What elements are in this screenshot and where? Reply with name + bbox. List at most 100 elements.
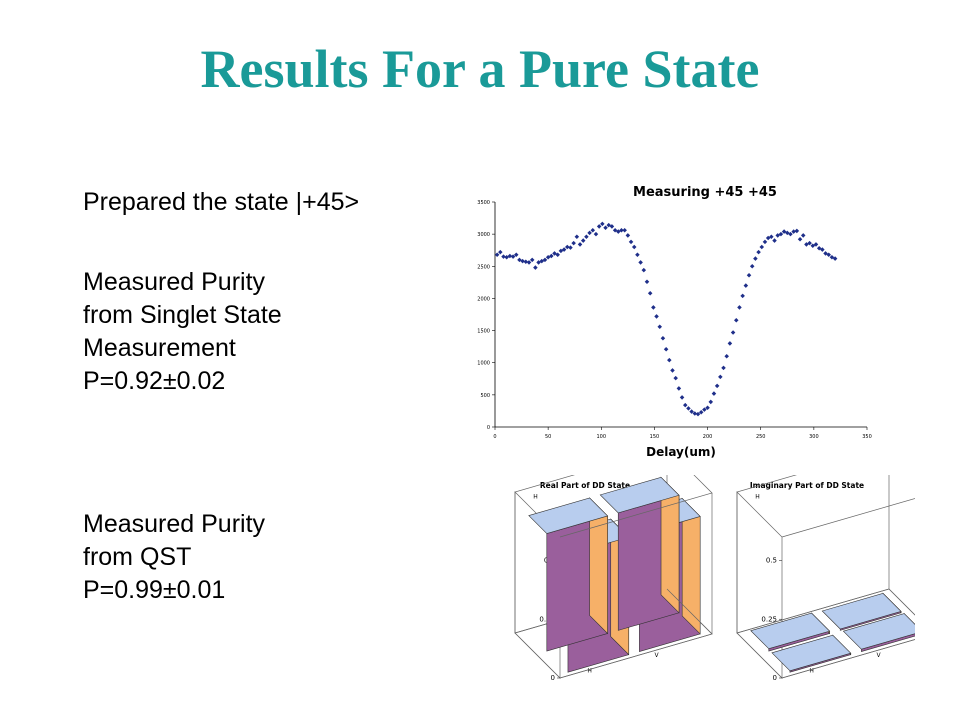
bar3d-axis-label: H bbox=[533, 493, 538, 500]
scatter-point bbox=[587, 230, 592, 236]
bar3d-axis-label: H bbox=[809, 667, 814, 674]
scatter-point bbox=[651, 305, 656, 310]
scatter-x-tick-label: 300 bbox=[809, 434, 819, 440]
singlet-line-2: from Singlet State bbox=[83, 301, 282, 329]
scatter-point bbox=[708, 399, 714, 405]
bar3d-z-tick-label: 0.25 bbox=[761, 615, 777, 623]
bar3d-bottom-edge bbox=[781, 588, 915, 679]
bar3d-bar bbox=[821, 592, 902, 631]
scatter-y-tick-label: 3000 bbox=[477, 232, 490, 238]
qst-purity-block: Measured Purity from QST P=0.99±0.01 bbox=[83, 508, 265, 607]
scatter-x-tick-label: 150 bbox=[650, 434, 660, 440]
scatter-point bbox=[526, 260, 532, 265]
bar3d-bar-top bbox=[821, 593, 902, 630]
scatter-y-tick-label: 1500 bbox=[477, 329, 490, 335]
scatter-point bbox=[584, 234, 589, 239]
scatter-point bbox=[631, 244, 637, 250]
scatter-x-tick-label: 100 bbox=[597, 434, 607, 440]
scatter-point bbox=[711, 391, 717, 396]
scatter-point bbox=[698, 409, 704, 415]
bar3d-bar bbox=[599, 476, 680, 631]
scatter-point bbox=[676, 386, 682, 391]
scatter-x-ticks: 0 50 100 150 200 250 300 350 bbox=[493, 427, 872, 440]
scatter-point bbox=[647, 291, 653, 296]
bar3d-left-wall bbox=[736, 491, 783, 679]
bar3d-z-tick-label: 0 bbox=[551, 674, 555, 682]
bar3d-bar bbox=[771, 634, 852, 673]
scatter-point bbox=[542, 257, 548, 263]
scatter-point bbox=[695, 411, 701, 417]
scatter-point bbox=[721, 365, 726, 371]
scatter-x-tick-label: 0 bbox=[493, 434, 496, 440]
delay-scatter-chart: Measuring +45 +45 0500100015002000250030… bbox=[477, 185, 872, 459]
scatter-point bbox=[574, 234, 580, 239]
scatter-title: Measuring +45 +45 bbox=[633, 185, 777, 200]
scatter-point bbox=[778, 231, 784, 237]
scatter-point bbox=[718, 374, 723, 380]
bar3d-axis-label: V bbox=[877, 652, 882, 659]
singlet-purity-block: Measured Purity from Singlet State Measu… bbox=[83, 266, 282, 398]
real-part-title: Real Part of DD State bbox=[540, 481, 630, 490]
scatter-point bbox=[679, 395, 685, 400]
scatter-point bbox=[673, 375, 678, 381]
bar3d-top-edge bbox=[781, 498, 915, 538]
scatter-point bbox=[794, 228, 800, 234]
scatter-y-ticks: 0 500 1000 1500 2000 2500 3000 3500 bbox=[477, 200, 495, 431]
scatter-point bbox=[730, 330, 736, 335]
scatter-point bbox=[638, 260, 643, 265]
scatter-point bbox=[743, 283, 749, 288]
scatter-point bbox=[635, 252, 640, 257]
singlet-purity-value: P=0.92±0.02 bbox=[83, 367, 226, 395]
bar3d-z-tick-label: 0 bbox=[773, 674, 777, 682]
scatter-x-label: Delay(um) bbox=[646, 445, 716, 459]
scatter-point bbox=[737, 305, 742, 310]
bar3d-axis-label: H bbox=[755, 493, 760, 500]
scatter-point bbox=[682, 402, 688, 408]
bar3d-floor bbox=[736, 588, 915, 679]
scatter-point bbox=[727, 341, 733, 346]
bar3d-bar-top bbox=[750, 612, 831, 650]
scatter-y-tick-label: 2000 bbox=[477, 296, 490, 302]
singlet-line-3: Measurement bbox=[83, 334, 236, 362]
bar3d-bar-front bbox=[861, 633, 915, 652]
imaginary-part-title: Imaginary Part of DD State bbox=[750, 481, 864, 490]
scatter-point bbox=[603, 225, 608, 230]
scatter-point bbox=[746, 273, 752, 278]
scatter-y-tick-label: 2500 bbox=[477, 264, 490, 270]
scatter-point bbox=[498, 249, 503, 255]
scatter-point bbox=[714, 383, 720, 389]
scatter-y-tick-label: 3500 bbox=[477, 200, 490, 206]
scatter-point bbox=[593, 231, 599, 237]
scatter-point bbox=[797, 237, 803, 242]
scatter-point bbox=[600, 221, 605, 227]
scatter-point bbox=[494, 252, 500, 257]
scatter-point bbox=[670, 368, 675, 373]
scatter-point bbox=[641, 267, 647, 273]
scatter-point bbox=[571, 240, 576, 246]
bar3d-bar-top bbox=[528, 497, 609, 534]
singlet-line-1: Measured Purity bbox=[83, 268, 266, 296]
qst-purity-value: P=0.99±0.01 bbox=[83, 576, 226, 604]
scatter-point bbox=[759, 244, 765, 250]
bar3d-bar-top bbox=[771, 634, 852, 672]
scatter-point bbox=[577, 242, 583, 247]
scatter-point bbox=[590, 228, 596, 233]
bar3d-bar bbox=[750, 612, 831, 652]
scatter-point bbox=[772, 238, 777, 243]
scatter-point bbox=[740, 293, 745, 299]
scatter-x-tick-label: 200 bbox=[703, 434, 713, 440]
scatter-point bbox=[596, 224, 602, 229]
real-part-chart: Real Part of DD State 00.250.5HVHV bbox=[514, 475, 713, 682]
scatter-point bbox=[753, 256, 758, 261]
scatter-point bbox=[513, 252, 519, 257]
bar3d-bar bbox=[842, 612, 915, 652]
bar3d-bar-top bbox=[599, 476, 680, 514]
scatter-point bbox=[762, 239, 768, 245]
scatter-point bbox=[813, 242, 819, 247]
scatter-point bbox=[686, 406, 691, 411]
scatter-point bbox=[580, 238, 586, 243]
scatter-point bbox=[529, 257, 535, 263]
scatter-points bbox=[494, 221, 838, 417]
scatter-y-tick-label: 1000 bbox=[477, 361, 490, 367]
scatter-point bbox=[568, 245, 573, 250]
